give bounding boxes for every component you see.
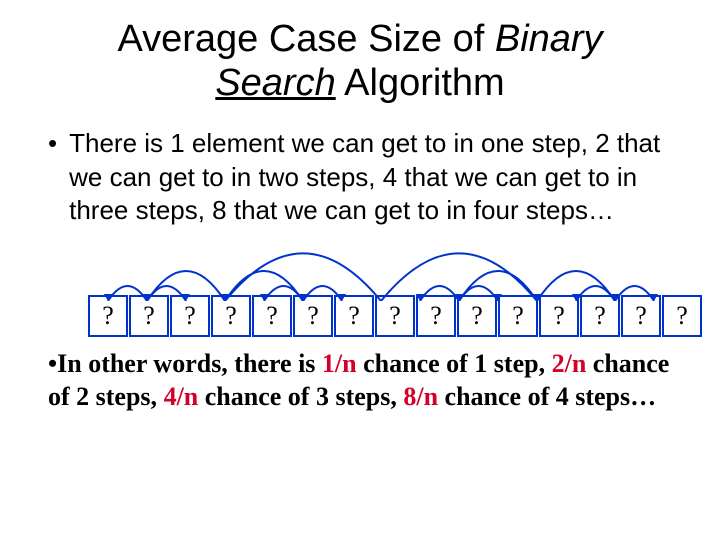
arc xyxy=(381,254,537,302)
array-cell: ? xyxy=(375,295,415,337)
bullet-marker-2: • xyxy=(48,349,57,378)
bullet-text: There is 1 element we can get to in one … xyxy=(69,127,680,227)
p2-r4: 8/n xyxy=(403,382,438,411)
p2-r3: 4/n xyxy=(164,382,199,411)
p2-r1: 1/n xyxy=(322,349,357,378)
title-italic-1: Binary xyxy=(495,18,603,60)
p2-t3: chance of 3 steps, xyxy=(198,382,403,411)
paragraph-2: •In other words, there is 1/n chance of … xyxy=(48,347,680,414)
array-cell: ? xyxy=(539,295,579,337)
p2-t4: chance of 4 steps… xyxy=(438,382,656,411)
arc-svg xyxy=(88,229,698,301)
bullet-marker: • xyxy=(48,127,57,227)
array-cell: ? xyxy=(211,295,251,337)
title-text-1: Average Case Size of xyxy=(117,18,494,60)
p2-t1: chance of 1 step, xyxy=(357,349,552,378)
cell-row: ??????????????? xyxy=(88,295,703,337)
array-cell: ? xyxy=(580,295,620,337)
bullet-1: • There is 1 element we can get to in on… xyxy=(48,127,680,227)
array-cell: ? xyxy=(416,295,456,337)
p2-r2: 2/n xyxy=(552,349,587,378)
array-cell: ? xyxy=(334,295,374,337)
array-cell: ? xyxy=(129,295,169,337)
array-cell: ? xyxy=(170,295,210,337)
array-cell: ? xyxy=(621,295,661,337)
title-text-2: Algorithm xyxy=(336,62,505,104)
slide-title: Average Case Size of Binary Search Algor… xyxy=(40,18,680,105)
title-italic-2: Search xyxy=(215,62,335,104)
array-cell: ? xyxy=(457,295,497,337)
array-cell: ? xyxy=(498,295,538,337)
array-cell: ? xyxy=(293,295,333,337)
arc xyxy=(225,254,381,302)
binary-search-diagram: ??????????????? xyxy=(88,229,678,337)
array-cell: ? xyxy=(252,295,292,337)
p2-lead: In other words, there is xyxy=(57,349,322,378)
array-cell: ? xyxy=(88,295,128,337)
array-cell: ? xyxy=(662,295,702,337)
